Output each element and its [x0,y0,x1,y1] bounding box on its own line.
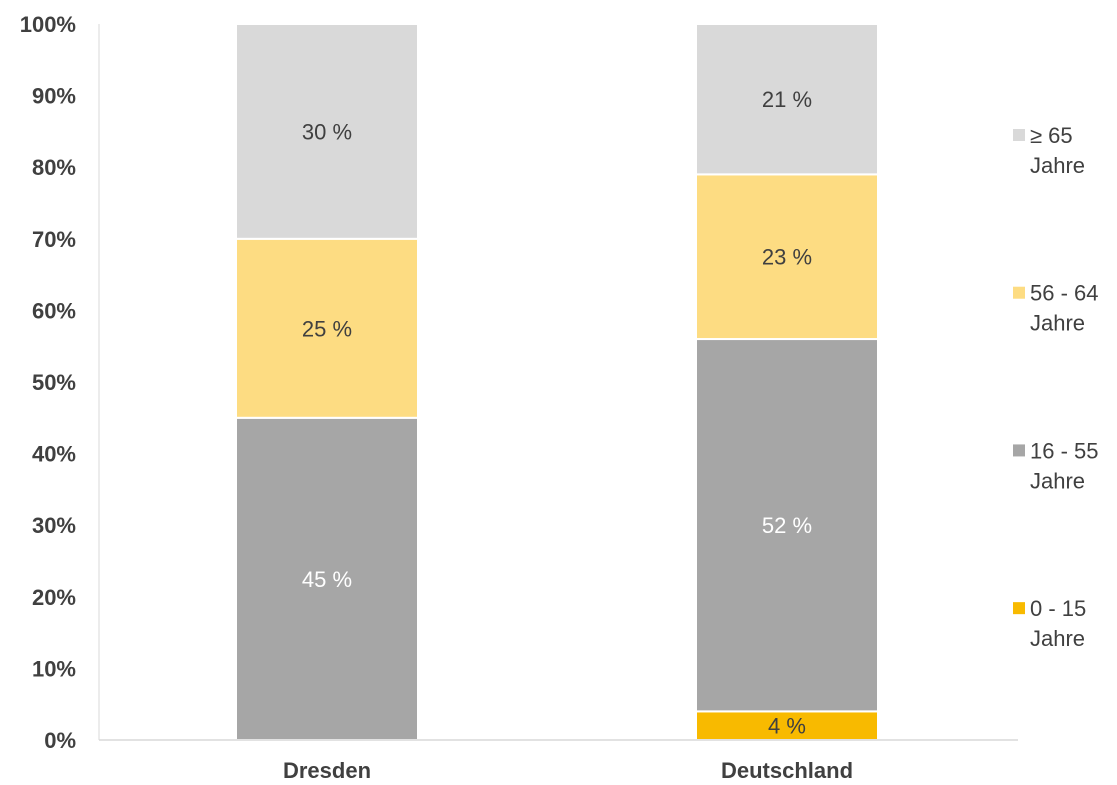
bar-segment [235,237,419,419]
legend-label: 56 - 64 [1030,281,1099,306]
data-label: 30 % [302,119,352,144]
legend-swatch [1013,286,1025,299]
legend-label: Jahre [1030,626,1085,651]
bar-segment [695,338,879,713]
y-tick-label: 50% [32,370,76,395]
bar-segment [695,173,879,341]
data-label: 25 % [302,316,352,341]
legend-label: Jahre [1030,311,1085,336]
y-tick-label: 40% [32,442,76,467]
y-tick-label: 20% [32,585,76,610]
x-axis: Dresden Deutschland [99,739,1018,783]
legend-label: ≥ 65 [1030,123,1073,148]
y-axis: 0% 10% 20% 30% 40% 50% 60% 70% 80% 90% 100% [20,12,100,753]
y-tick-label: 0% [44,728,76,753]
bar-segment [695,23,879,176]
legend: ≥ 65 Jahre 56 - 64 Jahre 16 - 55 Jahre 0 - 15 J… [1013,123,1099,651]
y-tick-label: 30% [32,513,76,538]
legend-label: Jahre [1030,468,1085,493]
y-tick-label: 80% [32,155,76,180]
bars: 45 % 25 % 30 % 4 % 52 % 23 % 21 % [235,23,879,741]
y-tick-label: 10% [32,656,76,681]
legend-swatch [1013,444,1025,457]
legend-label: Jahre [1030,153,1085,178]
data-label: 21 % [762,87,812,112]
legend-label: 0 - 15 [1030,596,1086,621]
x-category-label: Deutschland [721,758,853,783]
y-tick-label: 90% [32,84,76,109]
bar-segment [235,23,419,240]
legend-label: 16 - 55 [1030,438,1099,463]
data-label: 23 % [762,245,812,270]
data-label: 4 % [768,714,806,739]
data-label: 52 % [762,513,812,538]
x-category-label: Dresden [283,758,371,783]
legend-swatch [1013,129,1025,141]
y-tick-label: 60% [32,298,76,323]
y-tick-label: 100% [20,12,76,37]
y-tick-label: 70% [32,227,76,252]
data-label: 45 % [302,567,352,592]
legend-swatch [1013,602,1025,615]
